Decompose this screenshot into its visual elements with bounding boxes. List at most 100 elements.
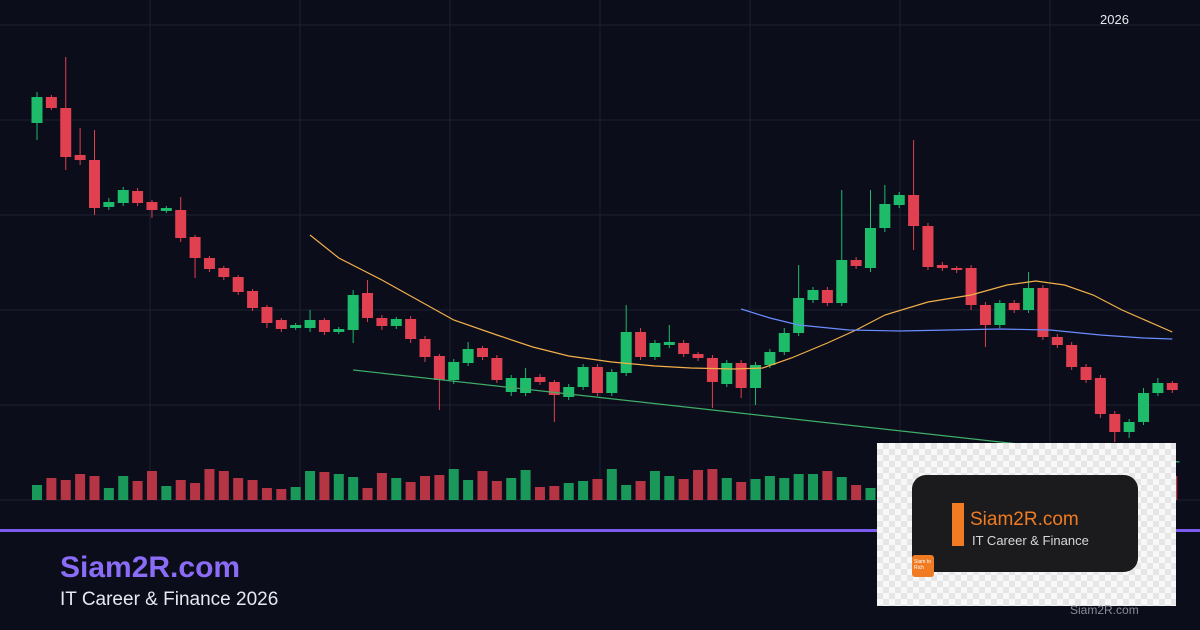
candle-body: [405, 319, 417, 339]
volume-bar: [736, 482, 747, 500]
volume-bar: [865, 488, 876, 500]
volume-bar: [808, 474, 819, 500]
candle-body: [908, 195, 920, 226]
volume-bar: [693, 470, 704, 500]
candle-body: [879, 204, 891, 228]
candle-body: [362, 293, 374, 318]
volume-bar: [520, 470, 531, 500]
volume-bar: [448, 469, 459, 500]
candle-body: [591, 367, 603, 393]
candle-body: [1138, 393, 1150, 422]
volume-bar: [376, 473, 387, 500]
candle-body: [175, 210, 187, 238]
volume-bar: [721, 478, 732, 500]
candle-body: [203, 258, 215, 269]
candle-body: [663, 342, 675, 345]
volume-bar: [305, 471, 316, 500]
candle-body: [721, 363, 733, 384]
indicator-line: [309, 234, 1173, 370]
volume-bar: [534, 487, 545, 500]
volume-bar: [103, 488, 114, 500]
volume-bar: [175, 480, 186, 500]
brand: Siam2R.com IT Career & Finance 2026: [60, 550, 278, 613]
logo-card: Siam2R.com IT Career & Finance: [912, 475, 1138, 572]
candle-body: [864, 228, 876, 268]
volume-bar: [233, 478, 244, 500]
indicator-line: [741, 308, 1173, 340]
candle-body: [333, 329, 345, 332]
volume-bar: [621, 485, 632, 500]
candle-body: [189, 237, 201, 258]
candle-body: [247, 291, 259, 308]
volume-bar: [89, 476, 100, 500]
volume-bar: [405, 482, 416, 500]
volume-bar: [779, 478, 790, 500]
candle-body: [793, 298, 805, 333]
candle-body: [534, 377, 546, 382]
candle-body: [74, 155, 86, 160]
candle-body: [88, 160, 100, 208]
volume-bar: [750, 479, 761, 500]
candle-body: [994, 303, 1006, 325]
candle-body: [1008, 303, 1020, 310]
candle-body: [476, 348, 488, 357]
candle-body: [304, 320, 316, 328]
candle-body: [706, 358, 718, 382]
candle-body: [261, 307, 273, 323]
candle-body: [290, 325, 302, 328]
volume-bar: [32, 485, 43, 500]
brand-tagline: IT Career & Finance 2026: [60, 589, 279, 610]
candle-body: [1080, 367, 1092, 380]
candle-body: [347, 295, 359, 330]
candle-body: [505, 378, 517, 392]
volume-bar: [678, 479, 689, 500]
volume-bar: [75, 474, 86, 500]
volume-bar: [563, 483, 574, 500]
candle-body: [778, 333, 790, 352]
volume-bar: [420, 476, 431, 500]
candle-body: [965, 268, 977, 305]
volume-bar: [592, 479, 603, 500]
candle-body: [951, 268, 963, 270]
volume-bar: [146, 471, 157, 500]
volume-bar: [391, 478, 402, 500]
candle-body: [520, 378, 532, 393]
candle-body: [103, 202, 115, 207]
candle-body: [31, 97, 43, 123]
volume-bar: [161, 486, 172, 500]
candle-body: [218, 268, 230, 277]
candle-body: [45, 97, 57, 108]
brand-name: Siam2R.com: [60, 551, 241, 584]
candle-body: [893, 195, 905, 205]
volume-bar: [118, 476, 129, 500]
candle-body: [1023, 288, 1035, 310]
candle-body: [318, 320, 330, 332]
volume-bar: [606, 469, 617, 500]
candle-body: [60, 108, 72, 157]
candle-body: [807, 290, 819, 300]
volume-bar: [46, 478, 57, 500]
volume-bar: [261, 488, 272, 500]
candle-body: [433, 356, 445, 380]
candle-body: [764, 352, 776, 365]
candle-body: [132, 191, 144, 203]
candle-body: [1166, 383, 1178, 390]
volume-bar: [635, 481, 646, 500]
volume-bar: [506, 478, 517, 500]
logo-badge: Siam to Rich: [912, 555, 934, 577]
candle-body: [577, 367, 589, 387]
candle-body: [635, 332, 647, 357]
logo-name: Siam2R.com: [970, 509, 1079, 530]
candle-body: [1094, 378, 1106, 414]
candle-body: [606, 372, 618, 393]
volume-bar: [247, 480, 258, 500]
candle-body: [1037, 288, 1049, 337]
volume-bar: [836, 477, 847, 500]
candle-body: [649, 343, 661, 357]
volume-bar: [218, 471, 229, 500]
candle-body: [735, 363, 747, 388]
volume-bar: [204, 469, 215, 500]
divider: [0, 529, 1200, 532]
